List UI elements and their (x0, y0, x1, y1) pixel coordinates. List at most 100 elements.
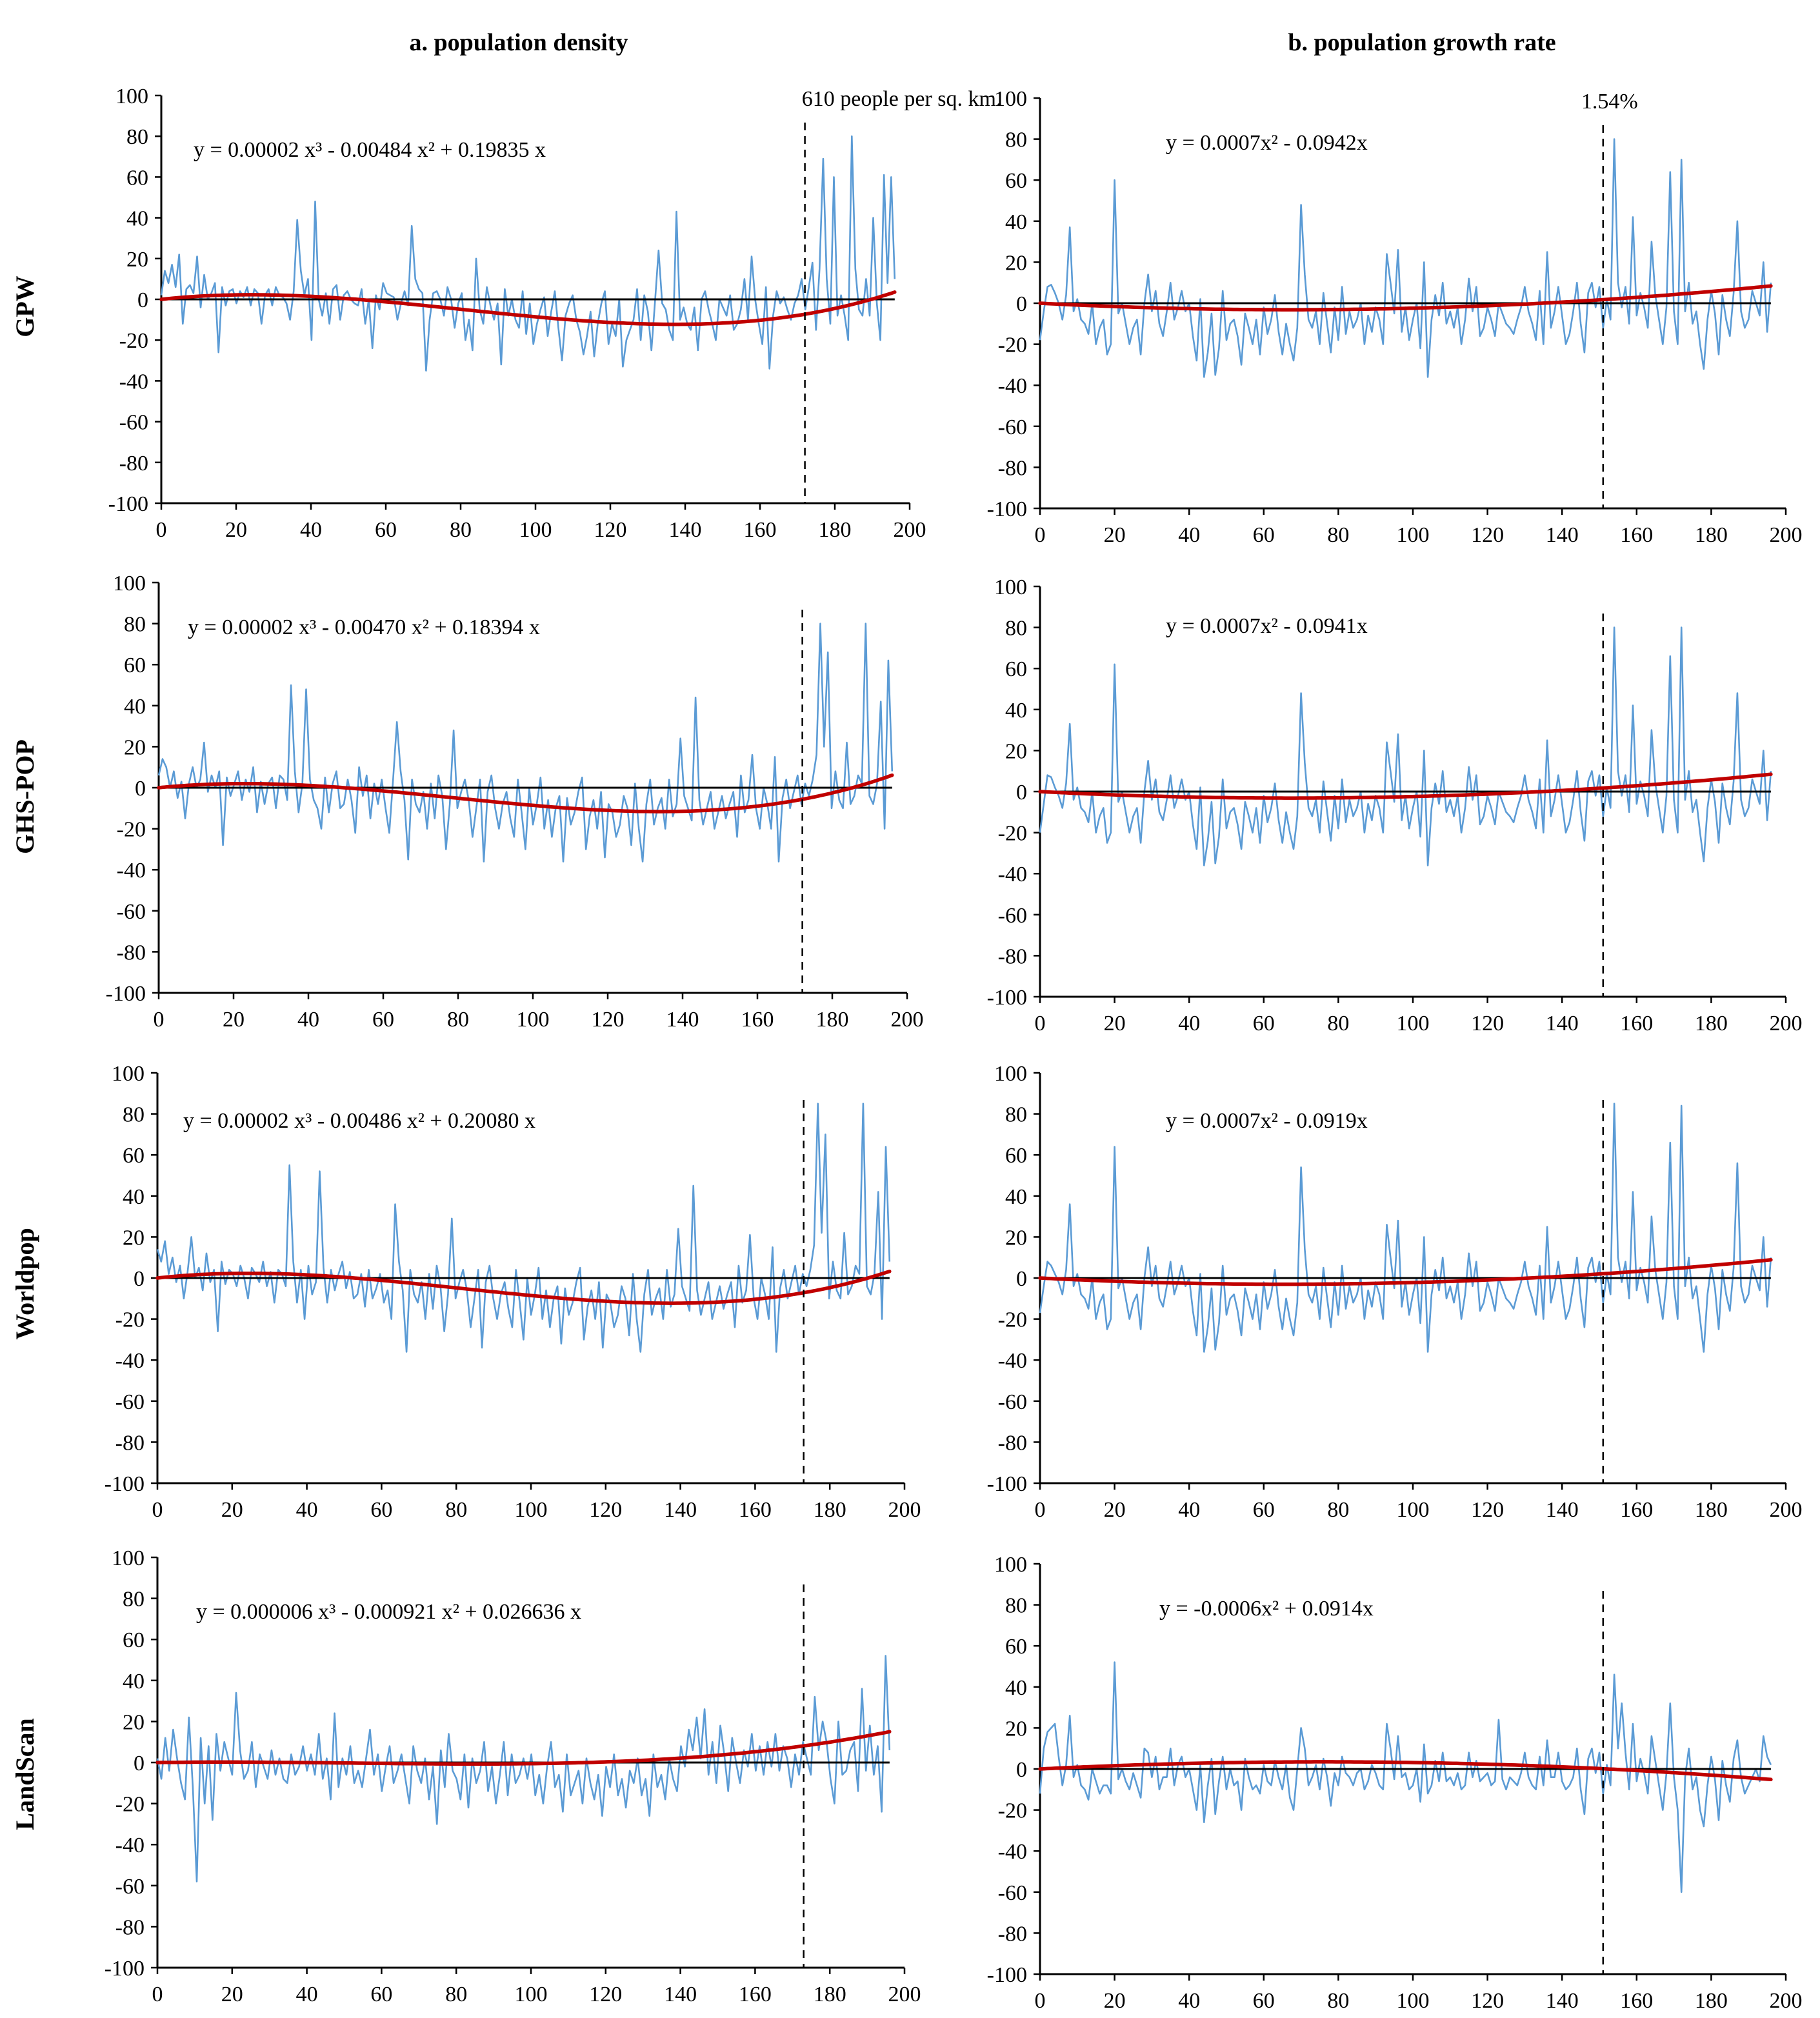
x-tick-label: 80 (1327, 1498, 1349, 1522)
x-tick-label: 160 (741, 1008, 774, 1032)
x-tick-label: 160 (744, 518, 777, 542)
y-tick-label: 20 (1005, 251, 1027, 275)
trend-equation: y = 0.0007x² - 0.0919x (1166, 1109, 1368, 1133)
x-tick-label: 140 (1546, 523, 1579, 547)
y-tick-label: 100 (115, 85, 148, 108)
x-tick-label: 20 (1104, 1498, 1126, 1522)
x-tick-label: 0 (1035, 1012, 1046, 1035)
y-tick-label: -80 (115, 1915, 145, 1939)
x-tick-label: 20 (1104, 1989, 1126, 2013)
y-tick-label: 20 (123, 1226, 145, 1250)
y-tick-label: -40 (117, 859, 146, 883)
x-tick-label: 120 (1471, 1498, 1504, 1522)
y-tick-label: -80 (115, 1431, 145, 1455)
y-tick-label: 40 (123, 1670, 145, 1693)
x-tick-label: 140 (669, 518, 702, 542)
x-tick-label: 100 (1397, 523, 1430, 547)
x-tick-label: 60 (375, 518, 397, 542)
x-tick-label: 180 (819, 518, 852, 542)
y-tick-label: 60 (1005, 169, 1027, 193)
x-tick-label: 60 (1253, 1012, 1275, 1035)
x-tick-label: 100 (1397, 1989, 1430, 2013)
y-tick-label: 0 (1016, 1267, 1027, 1291)
trend-equation: y = -0.0006x² + 0.0914x (1159, 1597, 1374, 1621)
y-tick-label: 100 (994, 87, 1027, 111)
y-tick-label: 60 (1005, 657, 1027, 681)
x-tick-label: 20 (221, 1498, 243, 1522)
row-label-ghs-pop: GHS-POP (10, 739, 39, 854)
y-tick-label: 0 (1016, 781, 1027, 804)
row-label-landscan: LandScan (10, 1718, 39, 1830)
y-tick-label: 80 (1005, 128, 1027, 152)
y-tick-label: 0 (134, 1267, 145, 1291)
y-tick-label: 60 (124, 654, 146, 677)
y-tick-label: -20 (998, 334, 1027, 357)
y-tick-label: 60 (1005, 1144, 1027, 1168)
y-tick-label: -100 (105, 1472, 145, 1496)
y-tick-label: 40 (1005, 1676, 1027, 1700)
y-tick-label: 60 (123, 1628, 145, 1652)
y-tick-label: 40 (1005, 699, 1027, 723)
trend-equation: y = 0.0007x² - 0.0941x (1166, 614, 1368, 638)
x-tick-label: 20 (223, 1008, 245, 1032)
x-tick-label: 80 (1327, 1012, 1349, 1035)
y-tick-label: 100 (994, 1062, 1027, 1086)
y-tick-label: -20 (998, 822, 1027, 846)
y-tick-label: -80 (119, 452, 148, 475)
y-tick-label: 20 (1005, 1717, 1027, 1741)
series-line-residual (160, 135, 896, 372)
y-tick-label: -100 (987, 1472, 1027, 1496)
x-tick-label: 160 (739, 1498, 772, 1522)
x-tick-label: 0 (156, 518, 167, 542)
x-tick-label: 180 (1695, 1989, 1728, 2013)
series-line-residual (1039, 1103, 1772, 1353)
y-tick-label: -40 (115, 1833, 145, 1857)
x-tick-label: 80 (445, 1983, 467, 2006)
y-tick-label: -60 (998, 1390, 1027, 1414)
trend-equation: y = 0.00002 x³ - 0.00484 x² + 0.19835 x (194, 138, 546, 162)
y-tick-label: -40 (998, 863, 1027, 886)
trend-curve (1038, 1258, 1773, 1286)
x-tick-label: 0 (1035, 523, 1046, 547)
y-tick-label: 20 (123, 1710, 145, 1734)
y-tick-label: -80 (998, 1431, 1027, 1455)
y-tick-label: -60 (115, 1390, 145, 1414)
y-tick-label: 20 (126, 248, 148, 272)
x-tick-label: 20 (221, 1983, 243, 2006)
y-tick-label: -20 (115, 1793, 145, 1817)
trend-curve (155, 1269, 892, 1305)
x-tick-label: 0 (152, 1983, 163, 2006)
x-tick-label: 200 (891, 1008, 924, 1032)
y-tick-label: -100 (987, 1963, 1027, 1987)
x-tick-label: 140 (666, 1008, 699, 1032)
y-tick-label: 100 (994, 1553, 1027, 1577)
y-tick-label: 0 (137, 288, 148, 312)
y-tick-label: 80 (124, 613, 146, 637)
row-label-worldpop: Worldpop (10, 1228, 39, 1339)
x-tick-label: 100 (519, 518, 552, 542)
x-tick-label: 100 (1397, 1012, 1430, 1035)
y-tick-label: 100 (994, 575, 1027, 599)
x-tick-label: 200 (1770, 1498, 1803, 1522)
threshold-annotation: 1.54% (1581, 90, 1638, 114)
x-tick-label: 120 (1471, 1012, 1504, 1035)
y-tick-label: -60 (119, 411, 148, 435)
x-tick-label: 100 (515, 1983, 548, 2006)
x-tick-label: 40 (300, 518, 322, 542)
y-tick-label: 40 (1005, 210, 1027, 234)
x-tick-label: 180 (814, 1498, 846, 1522)
x-tick-label: 60 (370, 1983, 392, 2006)
y-tick-label: -80 (998, 1922, 1027, 1946)
y-tick-label: 80 (123, 1103, 145, 1127)
y-tick-label: -60 (115, 1875, 145, 1899)
x-tick-label: 80 (447, 1008, 469, 1032)
series-line-residual (1039, 1661, 1772, 1893)
series-line-residual (156, 1103, 891, 1353)
trend-equation: y = 0.0007x² - 0.0942x (1166, 131, 1368, 155)
